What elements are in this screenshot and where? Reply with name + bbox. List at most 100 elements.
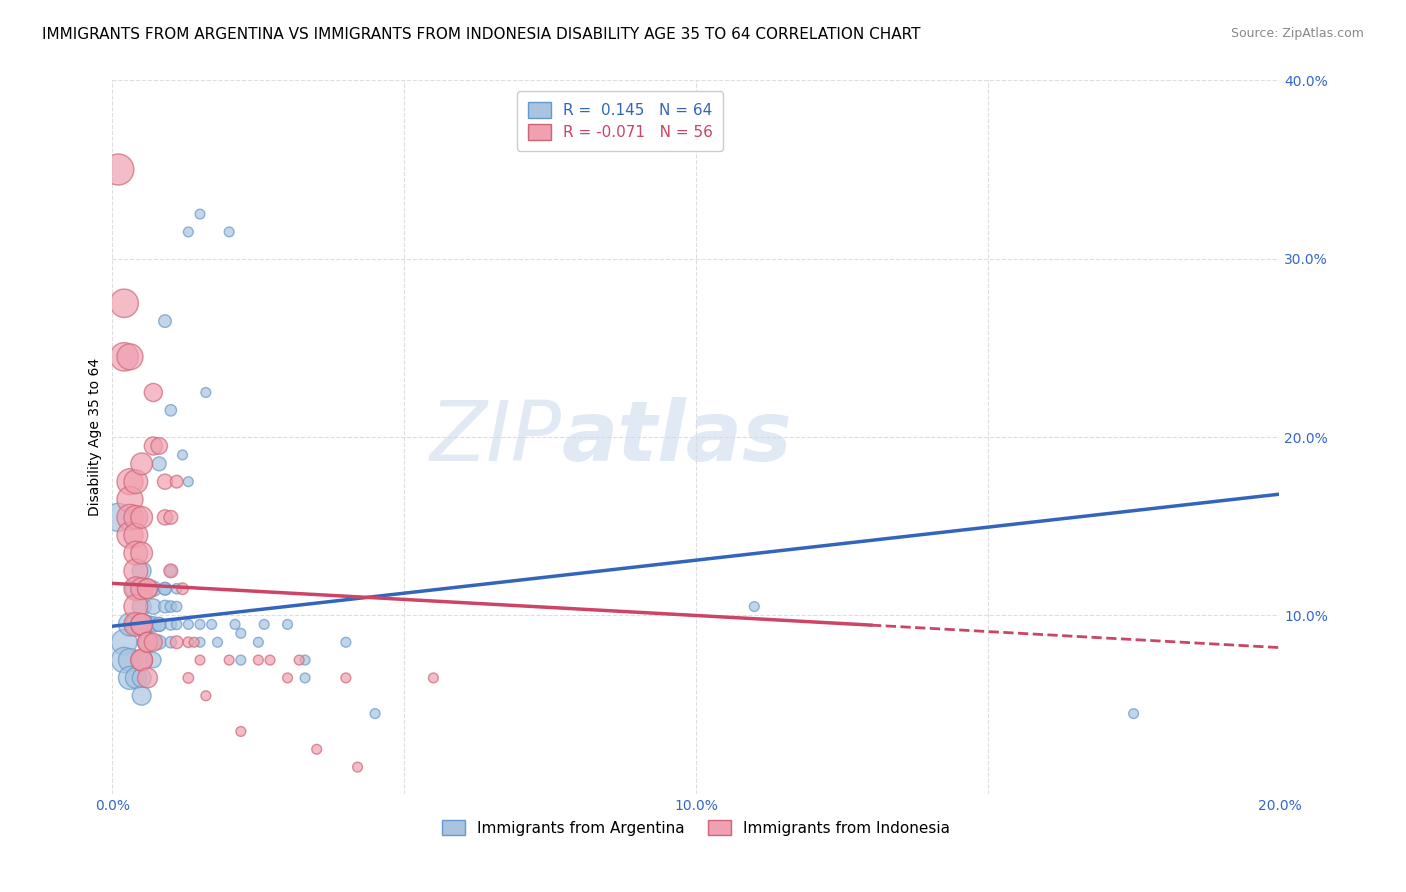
Point [136,635,159,649]
Point [153,582,176,596]
Point [194,385,217,400]
Point [224,617,246,632]
Point [118,510,141,524]
Point [131,617,153,632]
Point [125,671,148,685]
Point [131,582,153,596]
Point [153,510,176,524]
Point [148,617,170,632]
Point [247,653,270,667]
Point [259,653,281,667]
Point [218,225,240,239]
Point [112,296,135,310]
Point [112,635,135,649]
Point [188,653,211,667]
Point [142,635,165,649]
Point [107,510,129,524]
Point [118,617,141,632]
Point [276,617,298,632]
Point [118,350,141,364]
Point [160,635,183,649]
Point [131,689,153,703]
Point [131,617,153,632]
Point [142,439,165,453]
Point [148,457,170,471]
Point [172,448,194,462]
Point [194,689,217,703]
Point [335,635,357,649]
Point [136,635,159,649]
Point [153,582,176,596]
Text: IMMIGRANTS FROM ARGENTINA VS IMMIGRANTS FROM INDONESIA DISABILITY AGE 35 TO 64 C: IMMIGRANTS FROM ARGENTINA VS IMMIGRANTS … [42,27,921,42]
Point [335,671,357,685]
Text: atlas: atlas [562,397,793,477]
Point [294,671,316,685]
Point [136,635,159,649]
Text: Source: ZipAtlas.com: Source: ZipAtlas.com [1230,27,1364,40]
Point [125,582,148,596]
Point [107,162,129,177]
Point [160,617,183,632]
Point [125,582,148,596]
Point [142,635,165,649]
Point [177,225,200,239]
Point [1122,706,1144,721]
Legend: Immigrants from Argentina, Immigrants from Indonesia: Immigrants from Argentina, Immigrants fr… [434,812,957,843]
Point [131,653,153,667]
Text: ZIP: ZIP [430,397,562,477]
Point [131,564,153,578]
Point [166,635,188,649]
Point [148,439,170,453]
Point [160,564,183,578]
Point [160,510,183,524]
Point [253,617,276,632]
Point [166,582,188,596]
Point [125,617,148,632]
Point [136,635,159,649]
Point [125,617,148,632]
Point [742,599,765,614]
Point [131,546,153,560]
Point [142,617,165,632]
Point [183,635,205,649]
Point [136,582,159,596]
Point [177,617,200,632]
Point [148,635,170,649]
Point [160,403,183,417]
Point [218,653,240,667]
Point [131,653,153,667]
Point [125,546,148,560]
Point [160,564,183,578]
Point [177,671,200,685]
Point [166,475,188,489]
Point [131,457,153,471]
Point [153,475,176,489]
Y-axis label: Disability Age 35 to 64: Disability Age 35 to 64 [89,358,103,516]
Point [188,617,211,632]
Point [305,742,328,756]
Point [112,653,135,667]
Point [201,617,224,632]
Point [125,475,148,489]
Point [153,314,176,328]
Point [276,671,298,685]
Point [118,492,141,507]
Point [229,626,252,640]
Point [288,653,311,667]
Point [136,582,159,596]
Point [153,599,176,614]
Point [188,207,211,221]
Point [125,564,148,578]
Point [346,760,368,774]
Point [422,671,444,685]
Point [172,582,194,596]
Point [247,635,270,649]
Point [166,599,188,614]
Point [118,475,141,489]
Point [131,617,153,632]
Point [118,671,141,685]
Point [188,635,211,649]
Point [136,617,159,632]
Point [131,510,153,524]
Point [112,350,135,364]
